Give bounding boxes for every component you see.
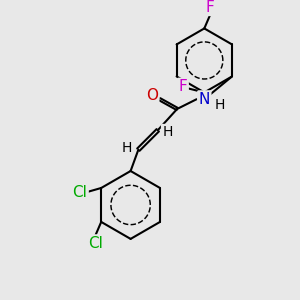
Text: N: N <box>199 92 210 107</box>
Text: H: H <box>122 141 132 155</box>
Text: H: H <box>162 125 172 139</box>
Text: Cl: Cl <box>72 185 87 200</box>
Text: O: O <box>146 88 158 103</box>
Text: F: F <box>178 79 188 94</box>
Text: H: H <box>214 98 225 112</box>
Text: Cl: Cl <box>88 236 103 251</box>
Text: F: F <box>206 0 214 15</box>
